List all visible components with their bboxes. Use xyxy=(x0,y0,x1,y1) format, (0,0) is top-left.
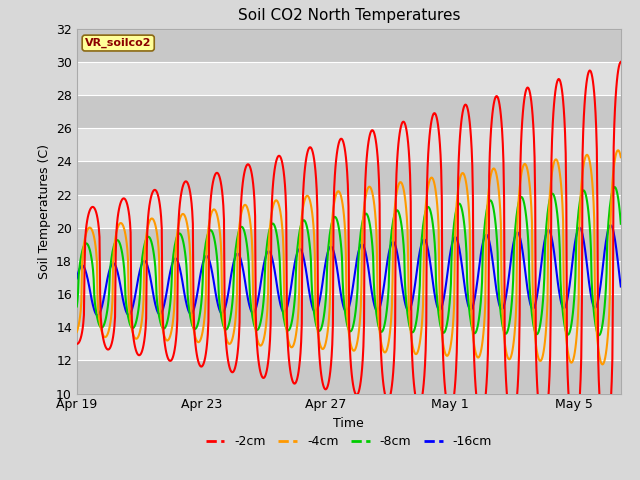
Text: VR_soilco2: VR_soilco2 xyxy=(85,38,152,48)
Bar xyxy=(77,128,621,161)
Bar xyxy=(77,194,621,228)
Bar xyxy=(77,29,621,62)
Bar xyxy=(77,62,621,95)
Bar xyxy=(77,261,621,294)
Bar xyxy=(77,294,621,327)
Bar xyxy=(77,327,621,360)
Y-axis label: Soil Temperatures (C): Soil Temperatures (C) xyxy=(38,144,51,279)
Bar xyxy=(77,228,621,261)
Bar xyxy=(77,360,621,394)
Bar xyxy=(77,161,621,194)
Legend: -2cm, -4cm, -8cm, -16cm: -2cm, -4cm, -8cm, -16cm xyxy=(200,430,497,453)
Title: Soil CO2 North Temperatures: Soil CO2 North Temperatures xyxy=(237,9,460,24)
X-axis label: Time: Time xyxy=(333,417,364,430)
Bar xyxy=(77,95,621,128)
